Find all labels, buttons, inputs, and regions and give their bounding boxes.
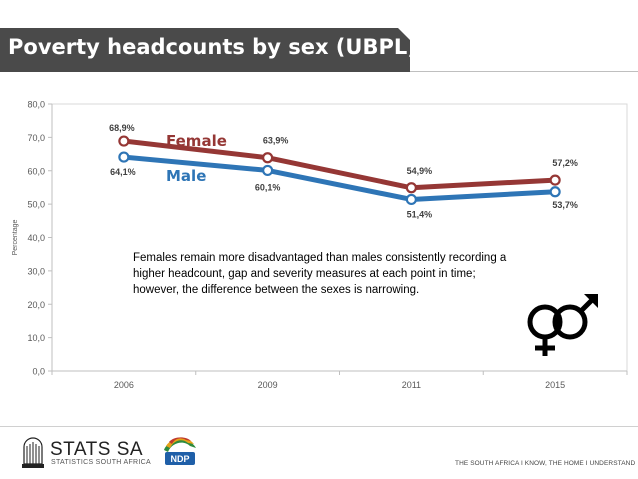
page-title: Poverty headcounts by sex (UBPL)	[8, 35, 417, 59]
data-label: 51,4%	[407, 209, 433, 219]
data-label: 68,9%	[109, 123, 135, 133]
annotation-line: however, the difference between the sexe…	[133, 284, 419, 296]
data-label: 60,1%	[255, 182, 281, 192]
y-tick-label: 70,0	[27, 133, 45, 143]
x-tick-label: 2011	[402, 380, 421, 390]
data-point-female	[549, 174, 561, 186]
annotation-line: higher headcount, gap and severity measu…	[133, 268, 476, 280]
data-label: 53,7%	[552, 200, 578, 210]
y-tick-label: 30,0	[27, 266, 45, 276]
data-label: 54,9%	[407, 166, 433, 176]
line-chart: 0,0 10,0 20,0 30,0 40,0 50,0 60,0 70,0 80,0 2006 2…	[12, 100, 628, 390]
data-point-female	[118, 135, 130, 147]
footer-org-name: STATS SA	[50, 439, 144, 460]
data-point-male	[262, 164, 274, 177]
annotation-line: Females remain more disadvantaged than m…	[133, 252, 507, 264]
footer-rule	[0, 426, 638, 427]
x-tick-label: 2015	[545, 380, 565, 390]
y-tick-label: 50,0	[27, 200, 45, 210]
y-tick-label: 0,0	[32, 367, 45, 377]
data-label: 63,9%	[263, 136, 289, 146]
title-rule	[410, 71, 638, 72]
ndp-year-text: 2030	[177, 447, 187, 452]
gender-symbols-icon	[527, 294, 598, 356]
data-label: 57,2%	[552, 158, 578, 168]
y-tick-label: 40,0	[27, 233, 45, 243]
data-point-male	[549, 186, 561, 198]
data-point-female	[405, 182, 417, 194]
y-tick-label: 10,0	[27, 333, 45, 343]
y-tick-label: 80,0	[27, 100, 45, 110]
title-bar	[0, 28, 410, 72]
y-tick-label: 20,0	[27, 300, 45, 310]
stats-sa-logo-icon	[22, 437, 44, 468]
series-name-female: Female	[166, 132, 227, 150]
footer-tagline: THE SOUTH AFRICA I KNOW, THE HOME I UNDE…	[455, 460, 636, 467]
footer-org-subtitle: STATISTICS SOUTH AFRICA	[51, 459, 151, 466]
x-tick-label: 2006	[114, 380, 134, 390]
y-tick-label: 60,0	[27, 166, 45, 176]
data-point-male	[405, 193, 417, 206]
ndp-badge-text: NDP	[170, 454, 189, 464]
y-axis-label: Percentage	[12, 219, 19, 255]
data-point-female	[262, 152, 274, 164]
x-tick-label: 2009	[258, 380, 278, 390]
series-line-male	[123, 154, 556, 202]
data-label: 64,1%	[110, 167, 136, 177]
series-line-female	[123, 138, 556, 191]
ndp-logo-icon: NDP 2030	[164, 437, 196, 465]
data-point-male	[118, 151, 130, 163]
series-name-male: Male	[166, 167, 206, 185]
